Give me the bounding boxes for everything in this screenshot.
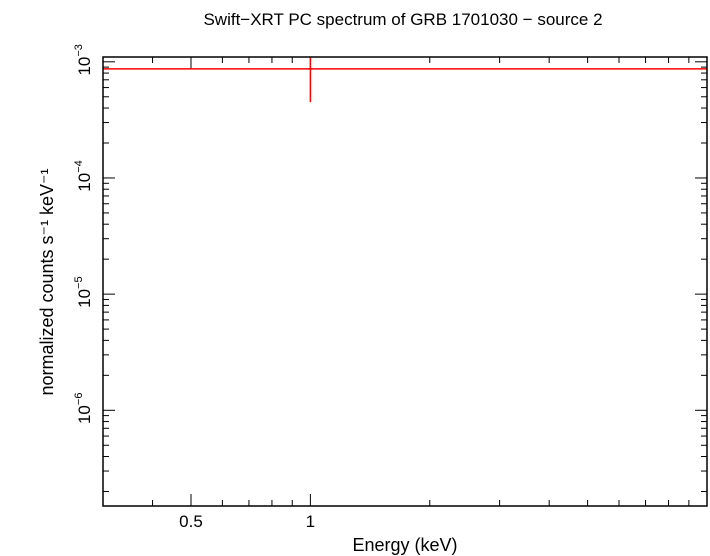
x-axis-label: Energy (keV) bbox=[352, 535, 457, 555]
y-tick-labels: 10−3 10−4 10−5 10−6 bbox=[73, 44, 94, 424]
y-tick-label: 10−4 bbox=[73, 160, 94, 191]
plot-frame bbox=[102, 56, 708, 507]
data-series bbox=[103, 57, 707, 103]
y-tick-label: 10−6 bbox=[73, 393, 94, 424]
x-tick-label: 0.5 bbox=[179, 512, 203, 531]
y-tick-label: 10−5 bbox=[73, 276, 94, 307]
chart-title: Swift−XRT PC spectrum of GRB 1701030 − s… bbox=[203, 10, 602, 29]
y-tick-label: 10−3 bbox=[73, 44, 94, 75]
axis-ticks bbox=[102, 57, 708, 506]
y-axis-label: normalized counts s⁻¹ keV⁻¹ bbox=[37, 168, 57, 395]
x-tick-labels: 0.5 1 bbox=[179, 512, 315, 531]
x-tick-label: 1 bbox=[306, 512, 315, 531]
